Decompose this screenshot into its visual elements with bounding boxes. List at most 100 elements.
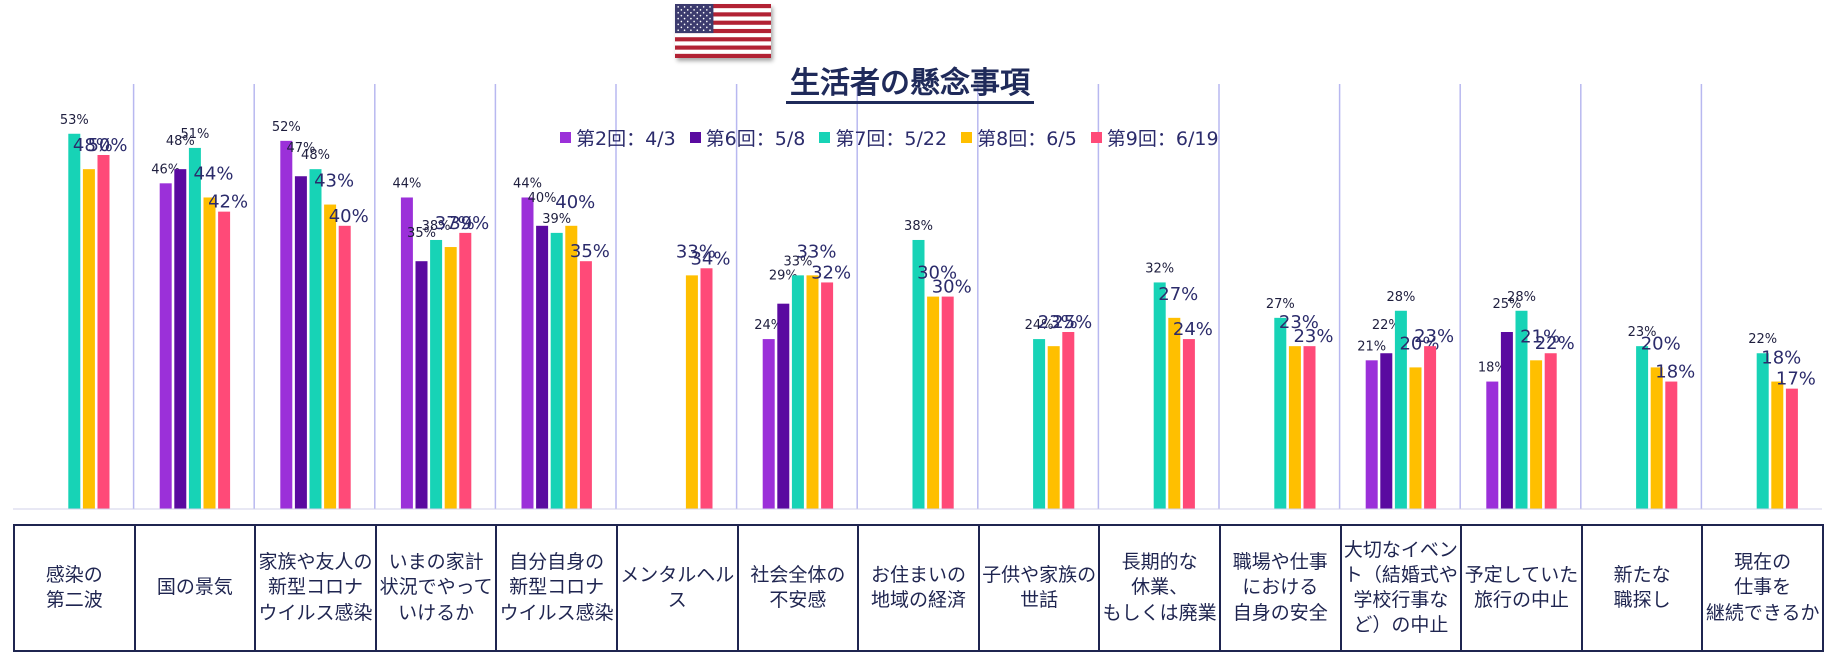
bar bbox=[1033, 339, 1046, 509]
category-label: 新たな 職探し bbox=[1580, 524, 1704, 652]
bar bbox=[324, 204, 337, 509]
bar bbox=[941, 296, 954, 509]
bar bbox=[1650, 367, 1663, 509]
category-label: 国の景気 bbox=[133, 524, 257, 652]
data-label: 33% bbox=[676, 241, 716, 262]
legend-label: 第9回：6/19 bbox=[1106, 128, 1219, 150]
data-label: 40% bbox=[528, 191, 557, 206]
data-label: 34% bbox=[690, 248, 730, 269]
bar bbox=[218, 211, 231, 509]
bar bbox=[791, 275, 804, 509]
category-label: 予定していた 旅行の中止 bbox=[1460, 524, 1583, 652]
bar bbox=[821, 282, 834, 509]
data-label: 22% bbox=[1748, 332, 1777, 347]
data-label: 48% bbox=[166, 134, 195, 149]
data-label: 51% bbox=[180, 127, 209, 142]
data-label: 38% bbox=[422, 219, 451, 234]
bar bbox=[927, 296, 940, 509]
bar bbox=[912, 239, 925, 509]
data-label: 27% bbox=[1158, 284, 1198, 305]
data-label: 33% bbox=[796, 241, 836, 262]
bar bbox=[1182, 339, 1195, 509]
bar bbox=[309, 169, 322, 509]
bar bbox=[1424, 346, 1437, 509]
bar bbox=[97, 155, 110, 509]
bar bbox=[1274, 317, 1287, 509]
legend-item: 第8回：6/5 bbox=[961, 124, 1077, 151]
data-label: 18% bbox=[1478, 361, 1507, 376]
bar bbox=[565, 225, 578, 510]
bar bbox=[1515, 310, 1528, 509]
category-label: 現在の 仕事を 継続できるか bbox=[1701, 524, 1824, 652]
data-label: 43% bbox=[314, 171, 354, 192]
bar bbox=[1530, 360, 1543, 509]
data-label: 24% bbox=[754, 318, 783, 333]
bar bbox=[1365, 360, 1378, 509]
bar bbox=[294, 176, 307, 510]
legend-label: 第8回：6/5 bbox=[977, 128, 1077, 150]
data-label: 44% bbox=[193, 163, 233, 184]
data-label: 28% bbox=[1507, 290, 1536, 305]
category-label: 感染の 第二波 bbox=[13, 524, 136, 652]
bar bbox=[1288, 346, 1301, 509]
bar bbox=[1062, 332, 1075, 509]
data-label: 22% bbox=[1372, 318, 1401, 333]
legend-label: 第2回：4/3 bbox=[576, 128, 676, 150]
bar bbox=[550, 232, 563, 509]
legend-label: 第6回：5/8 bbox=[705, 128, 806, 150]
data-label: 52% bbox=[272, 120, 301, 135]
bar bbox=[400, 197, 413, 510]
bar bbox=[777, 303, 790, 509]
bar bbox=[415, 261, 428, 509]
category-label: いまの家計 状況でやって いけるか bbox=[374, 524, 498, 652]
category-label: 大切なイベン ト（結婚式や 学校行事な ど）の中止 bbox=[1339, 524, 1463, 652]
legend-swatch bbox=[819, 132, 831, 143]
data-label: 20% bbox=[1641, 333, 1681, 354]
data-label: 28% bbox=[1386, 290, 1415, 305]
data-label: 25% bbox=[1052, 312, 1092, 333]
bar bbox=[1771, 381, 1784, 509]
bar bbox=[203, 197, 216, 510]
data-label: 39% bbox=[449, 213, 489, 234]
data-label: 22% bbox=[1535, 333, 1575, 354]
bar bbox=[444, 247, 457, 510]
bar bbox=[1153, 282, 1166, 509]
legend-swatch bbox=[560, 132, 571, 143]
bar bbox=[280, 140, 293, 509]
data-label: 23% bbox=[1038, 312, 1078, 333]
data-label: 40% bbox=[329, 206, 369, 227]
data-label: 47% bbox=[286, 141, 315, 156]
data-label: 44% bbox=[392, 176, 421, 191]
bar bbox=[1636, 346, 1649, 509]
legend-label: 第7回：5/22 bbox=[835, 128, 948, 150]
data-label: 30% bbox=[917, 263, 957, 284]
bar bbox=[1047, 346, 1060, 509]
category-label: 職場や仕事 における 自身の安全 bbox=[1219, 524, 1342, 652]
bar bbox=[1544, 353, 1557, 509]
legend-item: 第7回：5/22 bbox=[819, 124, 947, 151]
bar bbox=[1500, 332, 1513, 509]
bar bbox=[1380, 353, 1393, 509]
bar bbox=[159, 183, 172, 509]
bar bbox=[700, 268, 713, 509]
bar bbox=[521, 197, 534, 510]
data-label: 23% bbox=[1414, 326, 1454, 347]
data-label: 24% bbox=[1025, 318, 1054, 333]
data-label: 23% bbox=[1279, 312, 1319, 333]
data-label: 46% bbox=[151, 162, 180, 177]
bar bbox=[762, 339, 775, 509]
data-label: 50% bbox=[87, 135, 127, 156]
bar bbox=[1303, 346, 1316, 509]
data-label: 39% bbox=[542, 212, 571, 227]
us-flag-icon bbox=[675, 4, 771, 58]
data-label: 29% bbox=[769, 269, 798, 284]
category-label: 社会全体の 不安感 bbox=[736, 524, 860, 652]
data-label: 35% bbox=[407, 226, 436, 241]
legend-item: 第9回：6/19 bbox=[1090, 124, 1219, 151]
category-label: 長期的な 休業、 もしくは廃業 bbox=[1098, 524, 1221, 652]
bar bbox=[685, 275, 698, 509]
category-label: お住まいの 地域の経済 bbox=[857, 524, 980, 652]
data-label: 21% bbox=[1357, 339, 1386, 354]
legend-item: 第2回：4/3 bbox=[560, 124, 676, 151]
